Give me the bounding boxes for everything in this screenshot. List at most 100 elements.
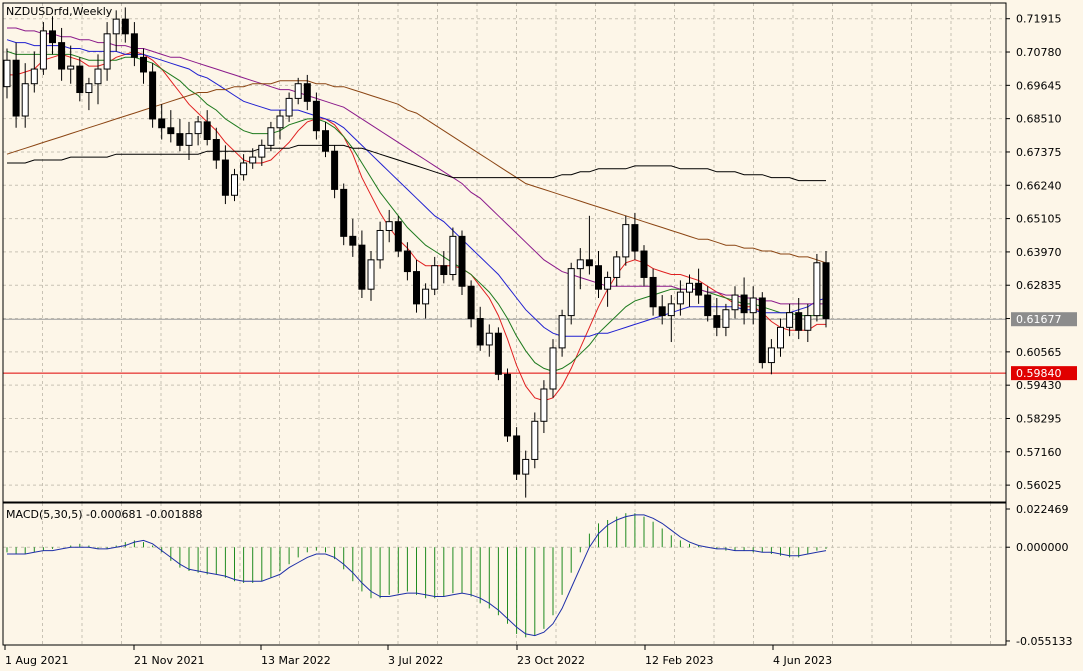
price-tick-label: 0.70780 [1016, 46, 1062, 59]
candle [403, 242, 411, 281]
current-price-label: 0.61677 [1016, 313, 1062, 326]
candle [112, 10, 120, 52]
candle-body-bullish [276, 115, 284, 129]
candle [686, 274, 693, 307]
candle-body-bullish [376, 229, 384, 261]
candle [294, 77, 302, 105]
candle [640, 245, 648, 287]
candle [786, 303, 794, 337]
candle-body-bearish [704, 294, 712, 317]
price-tick-label: 0.58295 [1016, 412, 1062, 425]
candle-body-bullish [567, 268, 575, 317]
candle [231, 168, 238, 202]
candle [322, 121, 329, 158]
candle [121, 7, 129, 43]
candle [285, 92, 293, 122]
candle [731, 286, 739, 319]
candle [476, 306, 484, 351]
candle-body-bullish [294, 83, 302, 99]
moving-average-200 [7, 144, 826, 182]
candle-body-bullish [422, 288, 430, 305]
candle-body-bullish [667, 303, 675, 317]
candle [394, 215, 402, 257]
candle [504, 368, 511, 442]
candle-body-bearish [358, 244, 366, 290]
candle-body-bullish [367, 259, 375, 290]
candle-body-bearish [121, 18, 129, 35]
time-tick-label: 13 Mar 2022 [261, 654, 331, 667]
candle-body-bullish [285, 97, 293, 117]
time-tick-label: 12 Feb 2023 [645, 654, 713, 667]
price-tick-label: 0.71915 [1016, 13, 1062, 26]
candlestick-series [3, 7, 830, 498]
candle [367, 251, 375, 301]
candle [331, 145, 339, 199]
candle [312, 92, 320, 140]
candle [695, 268, 703, 304]
candle-body-bullish [540, 388, 548, 422]
candle-body-bearish [149, 71, 157, 120]
current-price-marker [1011, 312, 1077, 327]
candle [567, 262, 575, 325]
level-label: 0.59840 [1016, 367, 1062, 380]
price-tick-label: 0.62835 [1016, 279, 1062, 292]
candle-body-bearish [349, 235, 357, 246]
candle-body-bullish [267, 127, 275, 146]
candle-body-bullish [94, 68, 102, 85]
candle-body-bearish [12, 59, 20, 117]
macd-signal-line [7, 514, 827, 637]
candle-body-bullish [749, 297, 757, 314]
candle-body-bearish [631, 224, 639, 252]
candle [167, 110, 175, 143]
candle-body-bearish [822, 262, 830, 320]
candle [12, 42, 20, 128]
candle-body-bullish [813, 262, 821, 317]
candle [558, 309, 566, 357]
candle [140, 48, 147, 84]
candle [240, 154, 248, 181]
time-tick-label: 1 Aug 2021 [5, 654, 68, 667]
candle-body-bullish [522, 458, 530, 475]
candle [276, 110, 284, 140]
candle [58, 27, 66, 81]
candle-body-bullish [67, 65, 75, 70]
candle [249, 148, 257, 169]
candle-body-bearish [167, 127, 175, 135]
candle-body-bearish [312, 100, 320, 132]
candle-body-bullish [112, 18, 120, 35]
candle-body-bearish [140, 56, 147, 73]
candle-body-bearish [640, 250, 648, 278]
candle-body-bullish [3, 59, 11, 88]
candle-body-bullish [731, 294, 739, 311]
candle [39, 22, 47, 75]
candle [340, 183, 348, 246]
candle-body-bullish [604, 276, 612, 290]
candle-body-bearish [494, 332, 502, 375]
candle [585, 215, 593, 275]
candle [649, 268, 657, 316]
candle-body-bearish [695, 282, 703, 296]
candle-body-bearish [467, 285, 475, 320]
candle [449, 227, 457, 281]
candle [85, 77, 93, 111]
candle [267, 121, 275, 152]
candle [203, 110, 211, 146]
time-tick-label: 3 Jul 2022 [388, 654, 443, 667]
macd-title: MACD(5,30,5) -0.000681 -0.001888 [6, 508, 202, 521]
candle-body-bullish [258, 144, 266, 158]
candle [103, 22, 111, 81]
candle [631, 212, 639, 260]
candle-body-bearish [76, 65, 84, 94]
candle-body-bullish [449, 235, 457, 276]
candle-body-bearish [413, 271, 420, 305]
price-tick-label: 0.69645 [1016, 79, 1062, 92]
candle-body-bearish [513, 435, 521, 475]
candle-body-bullish [431, 265, 439, 290]
candle-body-bearish [58, 42, 66, 70]
candle [540, 380, 548, 434]
candle-body-bullish [185, 133, 193, 146]
candle-body-bullish [686, 282, 693, 293]
candle [76, 57, 84, 102]
